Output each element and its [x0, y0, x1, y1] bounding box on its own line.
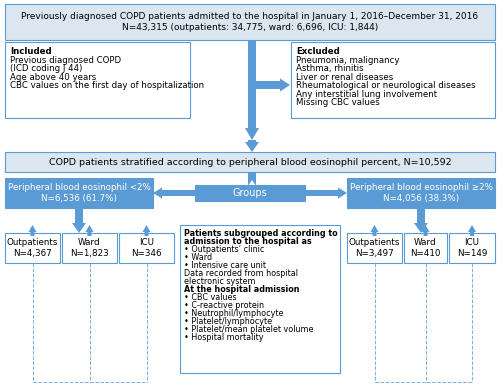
Text: Included: Included — [10, 47, 51, 56]
Polygon shape — [153, 187, 195, 198]
Text: Liver or renal diseases: Liver or renal diseases — [296, 73, 393, 82]
Text: At the hospital admission: At the hospital admission — [184, 285, 300, 294]
Polygon shape — [245, 40, 259, 140]
Text: Outpatients
N=3,497: Outpatients N=3,497 — [349, 238, 400, 258]
Text: admission to the hospital as: admission to the hospital as — [184, 237, 312, 246]
Text: Age above 40 years: Age above 40 years — [10, 73, 96, 82]
Polygon shape — [245, 140, 259, 152]
Polygon shape — [245, 172, 259, 190]
Text: Any interstitial lung involvement: Any interstitial lung involvement — [296, 89, 437, 98]
Text: • Intensive care unit: • Intensive care unit — [184, 261, 266, 270]
Text: Missing CBC values: Missing CBC values — [296, 98, 380, 107]
Bar — [5, 42, 190, 118]
Polygon shape — [370, 225, 378, 236]
Bar — [291, 42, 495, 118]
Bar — [404, 233, 447, 263]
Bar — [5, 178, 153, 208]
Text: • Platelet/mean platelet volume: • Platelet/mean platelet volume — [184, 325, 314, 334]
Text: Groups: Groups — [232, 188, 268, 198]
Polygon shape — [305, 187, 347, 198]
Text: Previous diagnosed COPD: Previous diagnosed COPD — [10, 56, 121, 65]
Polygon shape — [86, 225, 94, 236]
Text: Pneumonia, malignancy: Pneumonia, malignancy — [296, 56, 400, 65]
Bar — [449, 233, 495, 263]
Text: • Outpatients’ clinic: • Outpatients’ clinic — [184, 245, 264, 254]
Text: • Ward: • Ward — [184, 253, 212, 262]
Text: (ICD coding J 44): (ICD coding J 44) — [10, 64, 83, 73]
Text: Outpatients
N=4,367: Outpatients N=4,367 — [7, 238, 58, 258]
Text: Data recorded from hospital: Data recorded from hospital — [184, 269, 298, 278]
Text: Peripheral blood eosinophil ≥2%
N=4,056 (38.3%): Peripheral blood eosinophil ≥2% N=4,056 … — [350, 183, 492, 203]
Bar — [119, 233, 174, 263]
Text: • CBC values: • CBC values — [184, 293, 236, 302]
Text: ICU
N=346: ICU N=346 — [131, 238, 162, 258]
Bar — [5, 233, 60, 263]
Bar — [347, 178, 495, 208]
Text: Ward
N=410: Ward N=410 — [410, 238, 441, 258]
Text: • Neutrophil/lymphocyte: • Neutrophil/lymphocyte — [184, 309, 284, 318]
Text: electronic system: electronic system — [184, 277, 256, 286]
Text: • C-reactive protein: • C-reactive protein — [184, 301, 264, 310]
Text: Peripheral blood eosinophil <2%
N=6,536 (61.7%): Peripheral blood eosinophil <2% N=6,536 … — [8, 183, 150, 203]
Bar — [347, 233, 402, 263]
Polygon shape — [28, 225, 36, 236]
Text: COPD patients stratified according to peripheral blood eosinophil percent, N=10,: COPD patients stratified according to pe… — [48, 158, 452, 167]
Bar — [195, 185, 305, 201]
Bar — [180, 225, 340, 373]
Text: Previously diagnosed COPD patients admitted to the hospital in January 1, 2016–D: Previously diagnosed COPD patients admit… — [22, 12, 478, 32]
Polygon shape — [256, 78, 290, 91]
Text: • Platelet/lymphocyte: • Platelet/lymphocyte — [184, 317, 272, 326]
Polygon shape — [142, 225, 150, 236]
Polygon shape — [414, 208, 428, 233]
Text: Rheumatological or neurological diseases: Rheumatological or neurological diseases — [296, 81, 476, 90]
Bar — [62, 233, 117, 263]
Text: Asthma, rhinitis: Asthma, rhinitis — [296, 64, 364, 73]
Text: ICU
N=149: ICU N=149 — [457, 238, 487, 258]
Bar — [5, 4, 495, 40]
Bar — [5, 152, 495, 172]
Text: CBC values on the first day of hospitalization: CBC values on the first day of hospitali… — [10, 81, 204, 90]
Text: Ward
N=1,823: Ward N=1,823 — [70, 238, 109, 258]
Polygon shape — [72, 208, 86, 233]
Text: • Hospital mortality: • Hospital mortality — [184, 333, 264, 342]
Text: Patients subgrouped according to: Patients subgrouped according to — [184, 229, 338, 238]
Polygon shape — [422, 225, 430, 236]
Text: Excluded: Excluded — [296, 47, 340, 56]
Polygon shape — [468, 225, 476, 236]
